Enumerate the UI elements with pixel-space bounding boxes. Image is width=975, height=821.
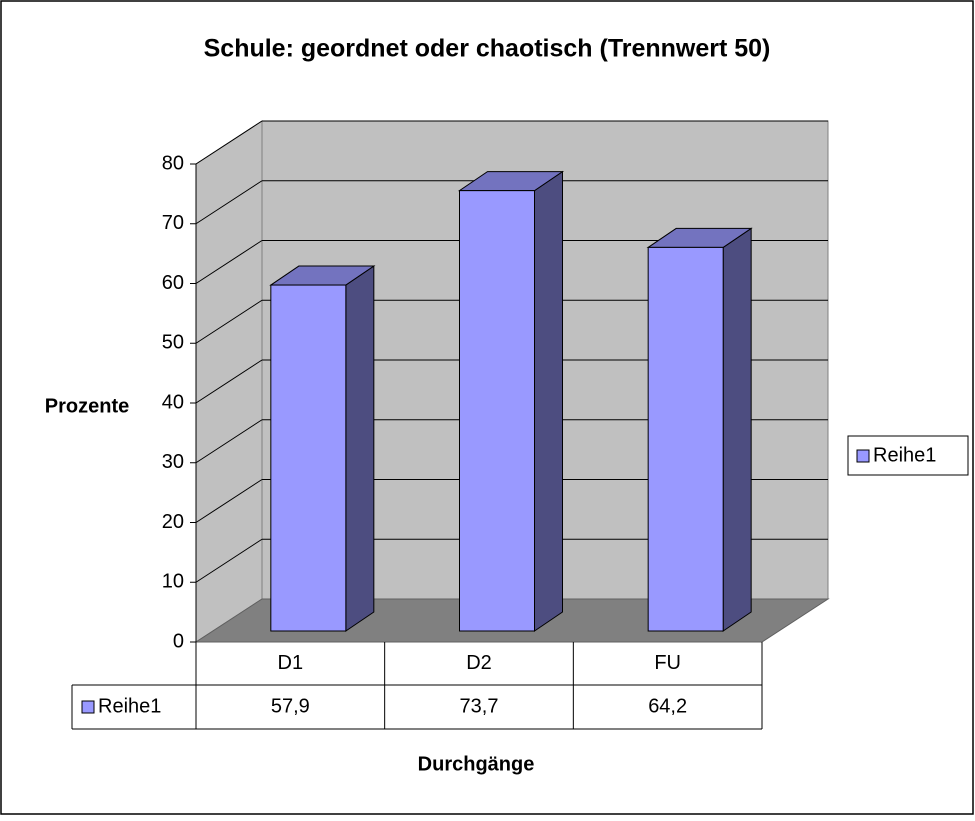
grid-line	[195, 479, 263, 523]
table-legend-key	[81, 700, 95, 714]
bar	[270, 284, 347, 632]
bar-side	[345, 265, 375, 632]
y-tick-label: 60	[162, 272, 184, 294]
y-tick-label: 70	[162, 212, 184, 234]
table-series-name: Reihe1	[98, 695, 161, 717]
bar-side	[722, 227, 752, 632]
y-axis-label: Prozente	[45, 395, 129, 417]
x-tick-label: D2	[466, 652, 492, 674]
y-tick-label: 20	[162, 511, 184, 533]
grid-line	[195, 359, 263, 404]
y-tick-label: 30	[162, 451, 184, 473]
legend-label: Reihe1	[873, 444, 936, 466]
grid-line	[195, 120, 263, 165]
grid-line	[195, 240, 263, 284]
legend-key	[856, 449, 870, 463]
y-tick-label: 10	[162, 571, 184, 593]
table-value: 57,9	[271, 695, 310, 717]
y-tick-label: 40	[162, 391, 184, 413]
bar	[647, 246, 724, 632]
grid-line	[195, 419, 263, 464]
y-tick-label: 0	[173, 630, 184, 652]
bar-side	[534, 170, 563, 632]
x-tick-label: D1	[278, 652, 304, 674]
table-value: 73,7	[460, 695, 499, 717]
bar	[459, 190, 535, 632]
grid-line	[195, 180, 263, 225]
table-value: 64,2	[648, 695, 687, 717]
grid-line	[195, 299, 263, 344]
y-tick-label: 50	[162, 332, 184, 354]
x-axis-label: Durchgänge	[418, 753, 535, 775]
chart-title: Schule: geordnet oder chaotisch (Trennwe…	[204, 35, 771, 63]
y-tick-label: 80	[162, 152, 184, 174]
x-tick-label: FU	[654, 652, 681, 674]
grid-line	[195, 538, 263, 583]
